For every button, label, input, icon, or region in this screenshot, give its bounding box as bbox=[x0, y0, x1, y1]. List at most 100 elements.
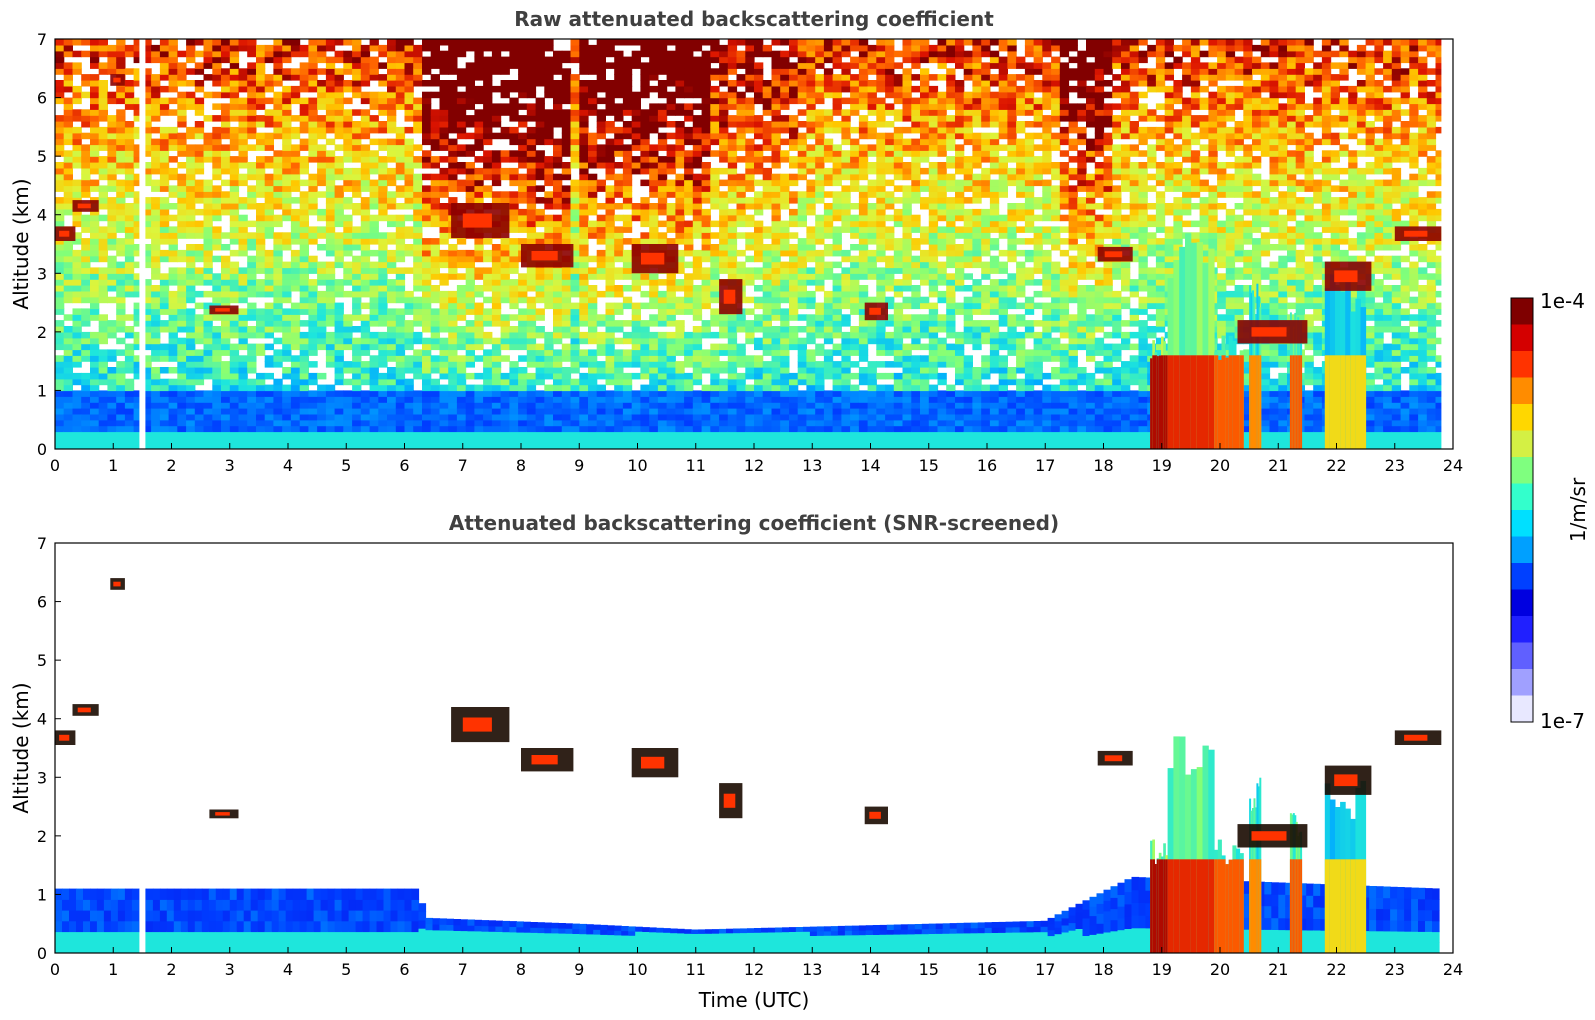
raw-noise-cell bbox=[282, 162, 292, 169]
raw-noise-cell bbox=[544, 431, 554, 438]
raw-noise-cell bbox=[72, 232, 82, 239]
raw-noise-cell bbox=[282, 208, 292, 216]
raw-noise-cell bbox=[133, 197, 143, 204]
raw-noise-cell bbox=[238, 408, 248, 415]
raw-noise-cell bbox=[684, 91, 694, 99]
raw-noise-cell bbox=[666, 50, 676, 58]
raw-noise-cell bbox=[710, 132, 720, 140]
raw-noise-cell bbox=[282, 74, 292, 81]
raw-noise-cell bbox=[72, 68, 82, 75]
raw-noise-cell bbox=[518, 367, 528, 374]
raw-noise-cell bbox=[369, 372, 379, 380]
raw-noise-cell bbox=[745, 331, 755, 339]
raw-noise-cell bbox=[238, 437, 248, 444]
raw-noise-cell bbox=[509, 255, 519, 263]
raw-noise-cell bbox=[282, 109, 292, 116]
raw-noise-cell bbox=[666, 437, 676, 444]
raw-noise-cell bbox=[430, 320, 440, 327]
raw-noise-cell bbox=[605, 156, 615, 163]
raw-noise-cell bbox=[535, 367, 545, 374]
raw-noise-cell bbox=[439, 226, 449, 233]
raw-noise-cell bbox=[343, 408, 353, 415]
raw-noise-cell bbox=[553, 320, 563, 327]
raw-noise-cell bbox=[430, 191, 440, 198]
raw-noise-cell bbox=[596, 267, 606, 274]
raw-noise-cell bbox=[439, 232, 449, 239]
raw-noise-cell bbox=[133, 314, 143, 321]
raw-noise-cell bbox=[168, 238, 178, 245]
raw-noise-cell bbox=[762, 402, 772, 409]
raw-noise-cell bbox=[710, 396, 720, 403]
raw-noise-cell bbox=[719, 378, 729, 386]
raw-noise-cell bbox=[553, 103, 563, 110]
raw-noise-cell bbox=[360, 361, 371, 368]
raw-noise-cell bbox=[518, 179, 528, 187]
raw-noise-cell bbox=[727, 413, 738, 421]
raw-noise-cell bbox=[387, 138, 397, 146]
raw-noise-cell bbox=[719, 437, 729, 444]
raw-noise-cell bbox=[456, 431, 467, 438]
raw-noise-cell bbox=[570, 56, 580, 64]
raw-noise-cell bbox=[290, 419, 301, 427]
raw-noise-cell bbox=[631, 156, 641, 163]
raw-noise-cell bbox=[719, 390, 729, 397]
raw-noise-cell bbox=[605, 203, 615, 210]
raw-noise-cell bbox=[369, 296, 379, 304]
raw-noise-cell bbox=[98, 68, 108, 75]
raw-noise-cell bbox=[771, 402, 781, 409]
raw-noise-cell bbox=[666, 390, 676, 397]
raw-noise-cell bbox=[282, 138, 292, 146]
raw-noise-cell bbox=[483, 390, 493, 397]
raw-noise-cell bbox=[360, 132, 371, 140]
raw-noise-cell bbox=[754, 162, 764, 169]
raw-noise-cell bbox=[55, 331, 65, 339]
raw-noise-cell bbox=[107, 232, 117, 239]
raw-noise-cell bbox=[317, 167, 327, 175]
raw-noise-cell bbox=[282, 97, 292, 105]
raw-noise-cell bbox=[719, 431, 729, 438]
raw-noise-cell bbox=[474, 396, 484, 403]
raw-noise-cell bbox=[290, 390, 301, 397]
raw-noise-cell bbox=[55, 138, 65, 146]
raw-noise-cell bbox=[736, 372, 746, 380]
raw-noise-cell bbox=[395, 279, 406, 286]
raw-noise-cell bbox=[395, 331, 406, 339]
raw-noise-cell bbox=[500, 378, 510, 386]
raw-noise-cell bbox=[194, 320, 205, 327]
raw-noise-cell bbox=[308, 279, 318, 286]
raw-noise-cell bbox=[745, 179, 755, 187]
raw-noise-cell bbox=[395, 343, 406, 351]
raw-noise-cell bbox=[55, 44, 65, 52]
raw-noise-cell bbox=[483, 413, 493, 421]
raw-noise-cell bbox=[360, 162, 371, 169]
raw-noise-cell bbox=[299, 232, 309, 239]
raw-noise-cell bbox=[771, 138, 781, 146]
raw-noise-cell bbox=[622, 255, 633, 263]
raw-noise-cell bbox=[72, 431, 82, 438]
raw-noise-cell bbox=[614, 68, 624, 75]
raw-noise-cell bbox=[605, 109, 615, 116]
raw-noise-cell bbox=[570, 267, 580, 274]
raw-noise-cell bbox=[430, 179, 440, 187]
raw-noise-cell bbox=[72, 349, 82, 356]
raw-noise-cell bbox=[448, 97, 458, 105]
raw-noise-cell bbox=[448, 126, 458, 134]
raw-noise-cell bbox=[159, 296, 170, 304]
raw-noise-cell bbox=[212, 367, 222, 374]
raw-noise-cell bbox=[413, 197, 423, 204]
raw-noise-cell bbox=[55, 320, 65, 327]
raw-noise-cell bbox=[325, 384, 336, 392]
raw-noise-cell bbox=[299, 44, 309, 52]
raw-noise-cell bbox=[544, 115, 554, 122]
raw-noise-cell bbox=[264, 267, 274, 274]
raw-noise-cell bbox=[745, 273, 755, 280]
raw-noise-cell bbox=[98, 203, 108, 210]
raw-noise-cell bbox=[657, 132, 668, 140]
raw-noise-cell bbox=[439, 302, 449, 310]
raw-noise-cell bbox=[142, 220, 152, 228]
raw-noise-cell bbox=[553, 331, 563, 339]
raw-noise-cell bbox=[229, 39, 240, 46]
raw-noise-cell bbox=[710, 197, 720, 204]
raw-noise-cell bbox=[90, 437, 100, 444]
raw-noise-cell bbox=[72, 50, 82, 58]
